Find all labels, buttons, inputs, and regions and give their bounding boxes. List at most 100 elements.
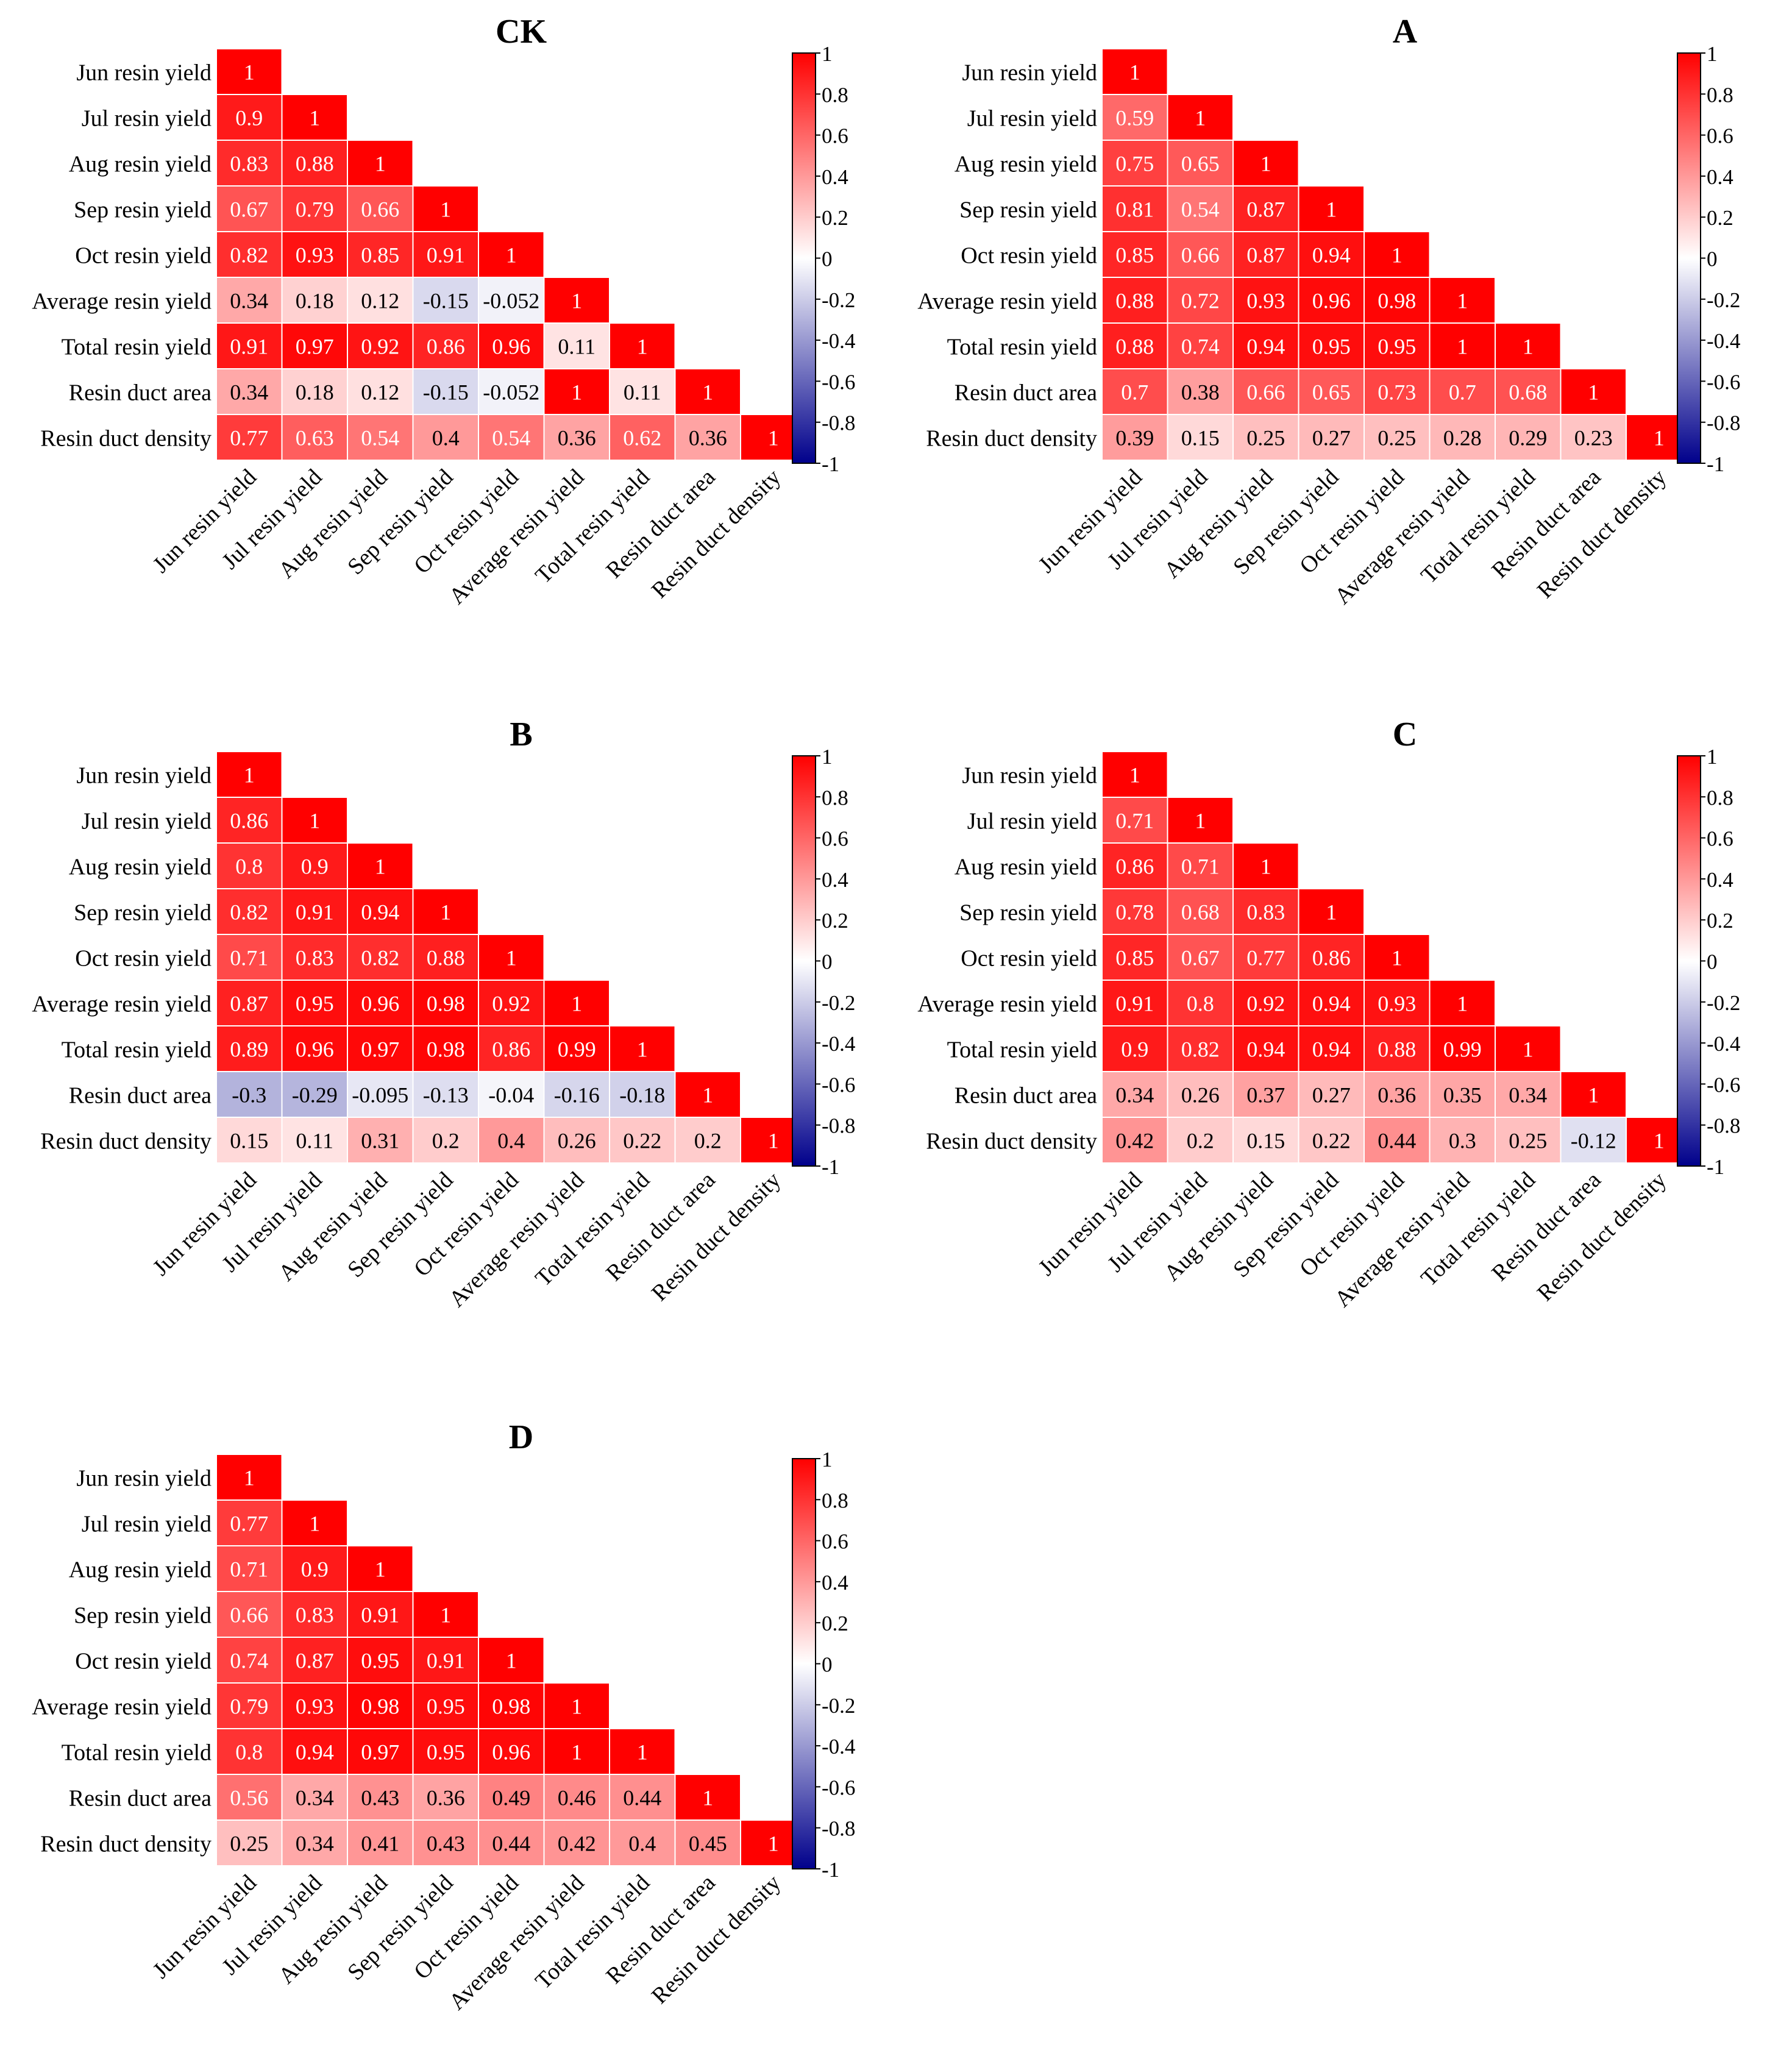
cell-value-label: 0.66 (1246, 380, 1285, 405)
cell-value-label: 0.99 (1443, 1037, 1482, 1062)
cell-value-label: 0.74 (1181, 335, 1220, 359)
row-label: Sep resin yield (74, 900, 212, 926)
heatmap-cell (609, 1117, 676, 1164)
heatmap-cell (609, 414, 676, 461)
colorbar-tick-label: 0.4 (1707, 165, 1733, 189)
cell-value-label: 0.18 (296, 289, 334, 313)
heatmap-panel-ck: CK Jun resin yield Jul resin yield Aug resi… (32, 13, 855, 610)
heatmap-cell (1101, 368, 1168, 415)
cell-value-label: 0.42 (1115, 1129, 1154, 1153)
panel-title: C (1393, 716, 1417, 753)
cell-value-label: 1 (1523, 335, 1534, 359)
cell-value-label: 0.31 (361, 1129, 399, 1153)
cell-value-label: 1 (506, 243, 517, 268)
row-label: Aug resin yield (69, 152, 212, 177)
cell-value-label: 0.91 (1115, 992, 1154, 1016)
heatmap-cell (674, 1819, 741, 1866)
cell-value-label: 0.2 (432, 1129, 460, 1153)
cell-value-label: 0.41 (361, 1832, 399, 1856)
cell-value-label: 0.82 (230, 243, 268, 268)
cell-value-label: 0.95 (1312, 335, 1351, 359)
heatmap-cell (347, 414, 414, 461)
colorbar-tick-label: 1 (1707, 745, 1718, 769)
row-label: Resin duct density (40, 1129, 212, 1154)
cell-value-label: 1 (702, 1786, 713, 1810)
heatmap-cell (1232, 980, 1300, 1026)
heatmap-cell (1364, 231, 1431, 278)
heatmap-cell (216, 1591, 283, 1638)
colorbar-tick-label: 0.4 (822, 165, 848, 189)
cell-value-label: 1 (375, 1557, 386, 1582)
colorbar-tick-label: -0.2 (822, 288, 855, 312)
heatmap-cell (1232, 322, 1300, 369)
colorbar-tick-label: 0.2 (1707, 909, 1733, 933)
row-label: Total resin yield (947, 335, 1097, 360)
cell-value-label: 0.43 (361, 1786, 399, 1810)
heatmap-cell (1232, 414, 1300, 461)
cell-value-label: 0.36 (427, 1786, 465, 1810)
cell-value-label: 0.3 (1449, 1129, 1476, 1153)
cell-value-label: 0.34 (1115, 1083, 1154, 1108)
heatmap-cell (543, 414, 610, 461)
cell-value-label: 1 (1326, 197, 1337, 222)
row-label: Jun resin yield (76, 763, 212, 789)
heatmap-cell (1101, 1117, 1168, 1164)
cell-value-label: 1 (768, 1129, 779, 1153)
heatmap-cell (1429, 1071, 1496, 1118)
cell-value-label: 0.91 (296, 900, 334, 925)
heatmap-cell (1167, 1117, 1234, 1164)
heatmap-cell (1429, 1025, 1496, 1072)
row-label: Oct resin yield (961, 243, 1097, 269)
heatmap-cell (543, 1117, 610, 1164)
cell-value-label: 0.88 (427, 946, 465, 970)
cell-value-label: 0.86 (1312, 946, 1351, 970)
cell-value-label: 0.83 (296, 1603, 334, 1627)
cell-value-label: 0.77 (1246, 946, 1285, 970)
row-label: Aug resin yield (955, 855, 1097, 880)
row-label: Resin duct area (69, 1786, 212, 1812)
heatmap-cell (1167, 934, 1234, 981)
cell-value-label: 0.94 (1312, 243, 1351, 268)
heatmap-cell (1298, 888, 1365, 935)
heatmap-cell (347, 1025, 414, 1072)
colorbar (792, 1458, 816, 1869)
cell-value-label: 0.46 (558, 1786, 596, 1810)
heatmap-cell (347, 140, 414, 187)
heatmap-cell (1560, 1071, 1627, 1118)
heatmap-cell (281, 1774, 348, 1821)
heatmap-cell (216, 1637, 283, 1684)
heatmap-cell (1167, 322, 1234, 369)
row-label: Oct resin yield (75, 946, 212, 972)
cell-value-label: 0.71 (1181, 855, 1220, 879)
cell-value-label: 0.44 (492, 1832, 530, 1856)
cell-value-label: 0.54 (1181, 197, 1220, 222)
heatmap-cell (216, 322, 283, 369)
cell-value-label: 0.18 (296, 380, 334, 405)
colorbar-tick-label: -0.8 (822, 1114, 855, 1138)
cell-value-label: -0.052 (483, 380, 539, 405)
cell-value-label: 0.36 (689, 426, 727, 450)
row-label: Jul resin yield (82, 1512, 212, 1537)
cell-value-label: -0.15 (423, 380, 469, 405)
cell-value-label: 0.96 (492, 1740, 530, 1765)
row-label: Jul resin yield (967, 106, 1097, 132)
heatmap-cell (281, 1499, 348, 1546)
cell-value-label: 0.86 (492, 1037, 530, 1062)
cell-value-label: 0.88 (296, 152, 334, 176)
cell-value-label: 0.77 (230, 1512, 268, 1536)
cell-value-label: 0.44 (623, 1786, 661, 1810)
heatmap-cell (412, 231, 479, 278)
heatmap-cell (543, 277, 610, 324)
heatmap-cell (609, 1025, 676, 1072)
row-label: Average resin yield (32, 289, 212, 315)
cell-value-label: 1 (571, 289, 582, 313)
heatmap-cell (609, 1728, 676, 1775)
heatmap-cell (478, 1117, 545, 1164)
colorbar-tick-label: 0.8 (1707, 83, 1733, 107)
heatmap-cell (1232, 842, 1300, 889)
colorbar-tick-label: -0.6 (1707, 370, 1740, 394)
heatmap-cell (609, 1071, 676, 1118)
row-label: Aug resin yield (955, 152, 1097, 177)
cell-value-label: 0.97 (361, 1037, 399, 1062)
cell-value-label: 0.89 (230, 1037, 268, 1062)
